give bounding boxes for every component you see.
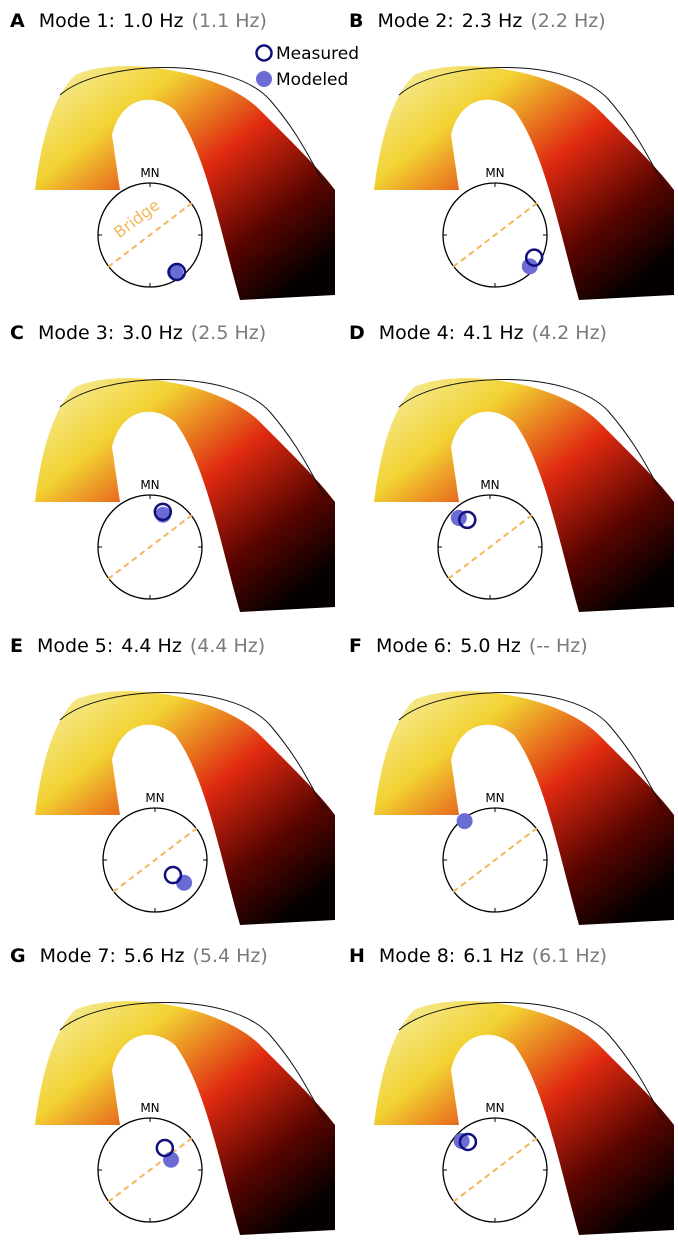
compass-label: MN — [140, 166, 159, 180]
arch-model — [374, 378, 674, 612]
compass-label: MN — [140, 1101, 159, 1115]
panel-letter: G — [10, 945, 26, 967]
measured-frequency: (4.2 Hz) — [532, 322, 607, 344]
measured-frequency: (4.4 Hz) — [190, 635, 265, 657]
panel-letter: A — [10, 10, 25, 32]
panel: F Mode 6: 5.0 Hz (-- Hz) MN — [349, 635, 674, 925]
legend-modeled-symbol — [256, 71, 272, 87]
bridge-axis — [453, 203, 537, 267]
legend-measured-symbol — [257, 46, 272, 61]
panel: B Mode 2: 2.3 Hz (2.2 Hz) MN — [349, 10, 674, 300]
panel-letter: D — [349, 322, 365, 344]
model-frequency: 6.1 Hz — [463, 945, 524, 967]
panel-letter: C — [10, 322, 24, 344]
bridge-axis — [108, 515, 192, 579]
measured-frequency: (-- Hz) — [529, 635, 588, 657]
panel-letter: E — [10, 635, 23, 657]
measured-frequency: (2.2 Hz) — [530, 10, 605, 32]
panel: C Mode 3: 3.0 Hz (2.5 Hz) MN — [10, 322, 335, 612]
bridge-label: Bridge — [110, 195, 163, 242]
panel-letter: F — [349, 635, 362, 657]
measured-frequency: (2.5 Hz) — [191, 322, 266, 344]
panel-title: H Mode 8: 6.1 Hz (6.1 Hz) — [349, 945, 607, 967]
panel-title: G Mode 7: 5.6 Hz (5.4 Hz) — [10, 945, 268, 967]
legend-modeled: Modeled — [276, 70, 348, 90]
model-frequency: 3.0 Hz — [122, 322, 183, 344]
panel-title: C Mode 3: 3.0 Hz (2.5 Hz) — [10, 322, 266, 344]
modeled-point — [176, 875, 192, 891]
panel-title: A Mode 1: 1.0 Hz (1.1 Hz) — [10, 10, 267, 32]
arch-model — [35, 66, 335, 300]
measured-frequency: (1.1 Hz) — [192, 10, 267, 32]
model-frequency: 5.0 Hz — [460, 635, 521, 657]
arch-model — [35, 378, 335, 612]
legend-measured: Measured — [276, 44, 359, 64]
compass-label: MN — [145, 791, 164, 805]
panel-title: D Mode 4: 4.1 Hz (4.2 Hz) — [349, 322, 607, 344]
compass-label: MN — [485, 1101, 504, 1115]
model-frequency: 5.6 Hz — [124, 945, 185, 967]
panel-letter: H — [349, 945, 365, 967]
measured-point — [165, 867, 181, 883]
figure: A Mode 1: 1.0 Hz (1.1 Hz) MN Bridge B Mode 2: 2.… — [0, 0, 678, 1245]
mode-label: Mode 2: — [377, 10, 453, 32]
mode-label: Mode 8: — [379, 945, 455, 967]
panel: D Mode 4: 4.1 Hz (4.2 Hz) MN — [349, 322, 674, 612]
arch-model — [374, 1001, 674, 1235]
panel-title: E Mode 5: 4.4 Hz (4.4 Hz) — [10, 635, 265, 657]
panel-title: B Mode 2: 2.3 Hz (2.2 Hz) — [349, 10, 606, 32]
panel: G Mode 7: 5.6 Hz (5.4 Hz) MN — [10, 945, 335, 1235]
model-frequency: 2.3 Hz — [462, 10, 523, 32]
bridge-axis — [108, 1138, 192, 1202]
model-frequency: 1.0 Hz — [123, 10, 184, 32]
panel-letter: B — [349, 10, 363, 32]
model-frequency: 4.1 Hz — [463, 322, 524, 344]
arch-model — [374, 691, 674, 925]
modeled-point — [457, 813, 473, 829]
compass-label: MN — [485, 166, 504, 180]
mode-label: Mode 6: — [376, 635, 452, 657]
arch-model — [35, 1001, 335, 1235]
compass-label: MN — [480, 478, 499, 492]
measured-point — [157, 1140, 173, 1156]
panel-title: F Mode 6: 5.0 Hz (-- Hz) — [349, 635, 588, 657]
model-frequency: 4.4 Hz — [121, 635, 182, 657]
mode-label: Mode 3: — [38, 322, 114, 344]
panel: H Mode 8: 6.1 Hz (6.1 Hz) MN — [349, 945, 674, 1235]
compass-label: MN — [485, 791, 504, 805]
measured-frequency: (6.1 Hz) — [532, 945, 607, 967]
mode-label: Mode 4: — [379, 322, 455, 344]
compass-label: MN — [140, 478, 159, 492]
measured-frequency: (5.4 Hz) — [192, 945, 267, 967]
bridge-axis — [453, 828, 537, 892]
mode-label: Mode 5: — [37, 635, 113, 657]
mode-label: Mode 7: — [40, 945, 116, 967]
mode-label: Mode 1: — [39, 10, 115, 32]
panel: E Mode 5: 4.4 Hz (4.4 Hz) MN — [10, 635, 335, 925]
